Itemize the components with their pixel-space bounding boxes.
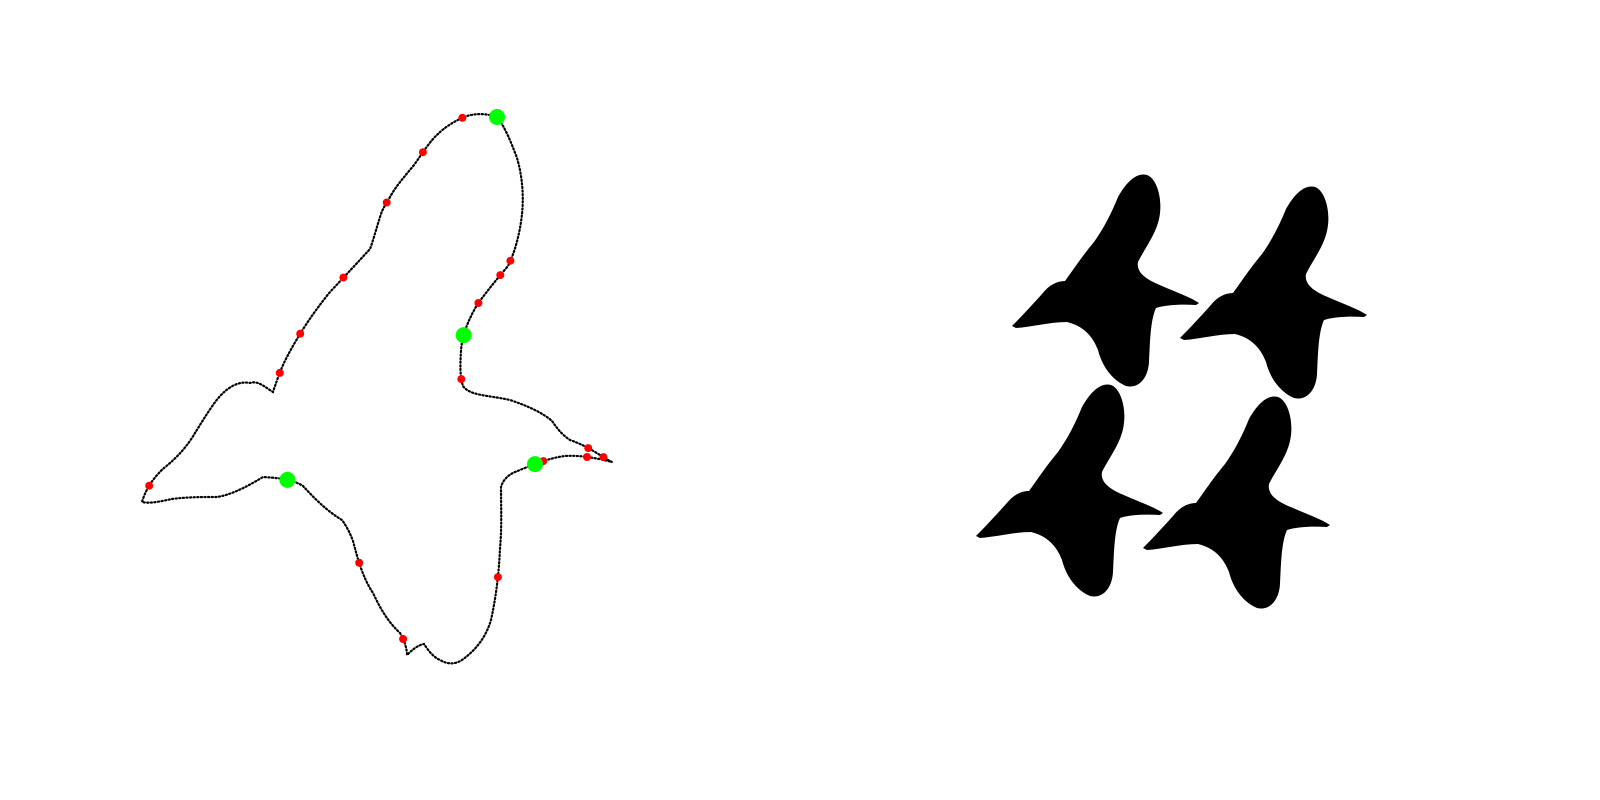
landmark-point: [493, 573, 502, 582]
bird-tile-bottom-right: [1143, 396, 1330, 609]
landmark-point: [506, 256, 515, 265]
landmark-point: [382, 198, 391, 207]
landmark-point: [496, 271, 505, 280]
bird-contour-path: [140, 113, 613, 665]
bird-tiling: [976, 174, 1367, 609]
landmark-point: [584, 444, 593, 453]
corner-points: [279, 109, 543, 488]
landmark-point: [599, 453, 608, 462]
corner-point: [489, 109, 505, 125]
corner-point: [527, 456, 543, 473]
landmark-point: [457, 375, 466, 384]
bird-contour-diagram: [140, 109, 613, 665]
landmark-point: [145, 481, 154, 490]
corner-point: [455, 327, 472, 344]
landmark-point: [355, 558, 364, 567]
landmark-point: [458, 113, 467, 122]
landmark-point: [399, 635, 408, 643]
landmark-points: [145, 113, 608, 643]
landmark-point: [418, 148, 427, 157]
landmark-point: [275, 368, 284, 377]
corner-point: [279, 471, 296, 488]
landmark-point: [474, 299, 483, 307]
landmark-point: [583, 453, 591, 461]
landmark-point: [339, 273, 348, 282]
bird-tile-top-left: [1012, 174, 1199, 387]
bird-tile-top-right: [1180, 186, 1367, 399]
landmark-point: [296, 329, 305, 338]
bird-tile-bottom-left: [976, 384, 1163, 597]
